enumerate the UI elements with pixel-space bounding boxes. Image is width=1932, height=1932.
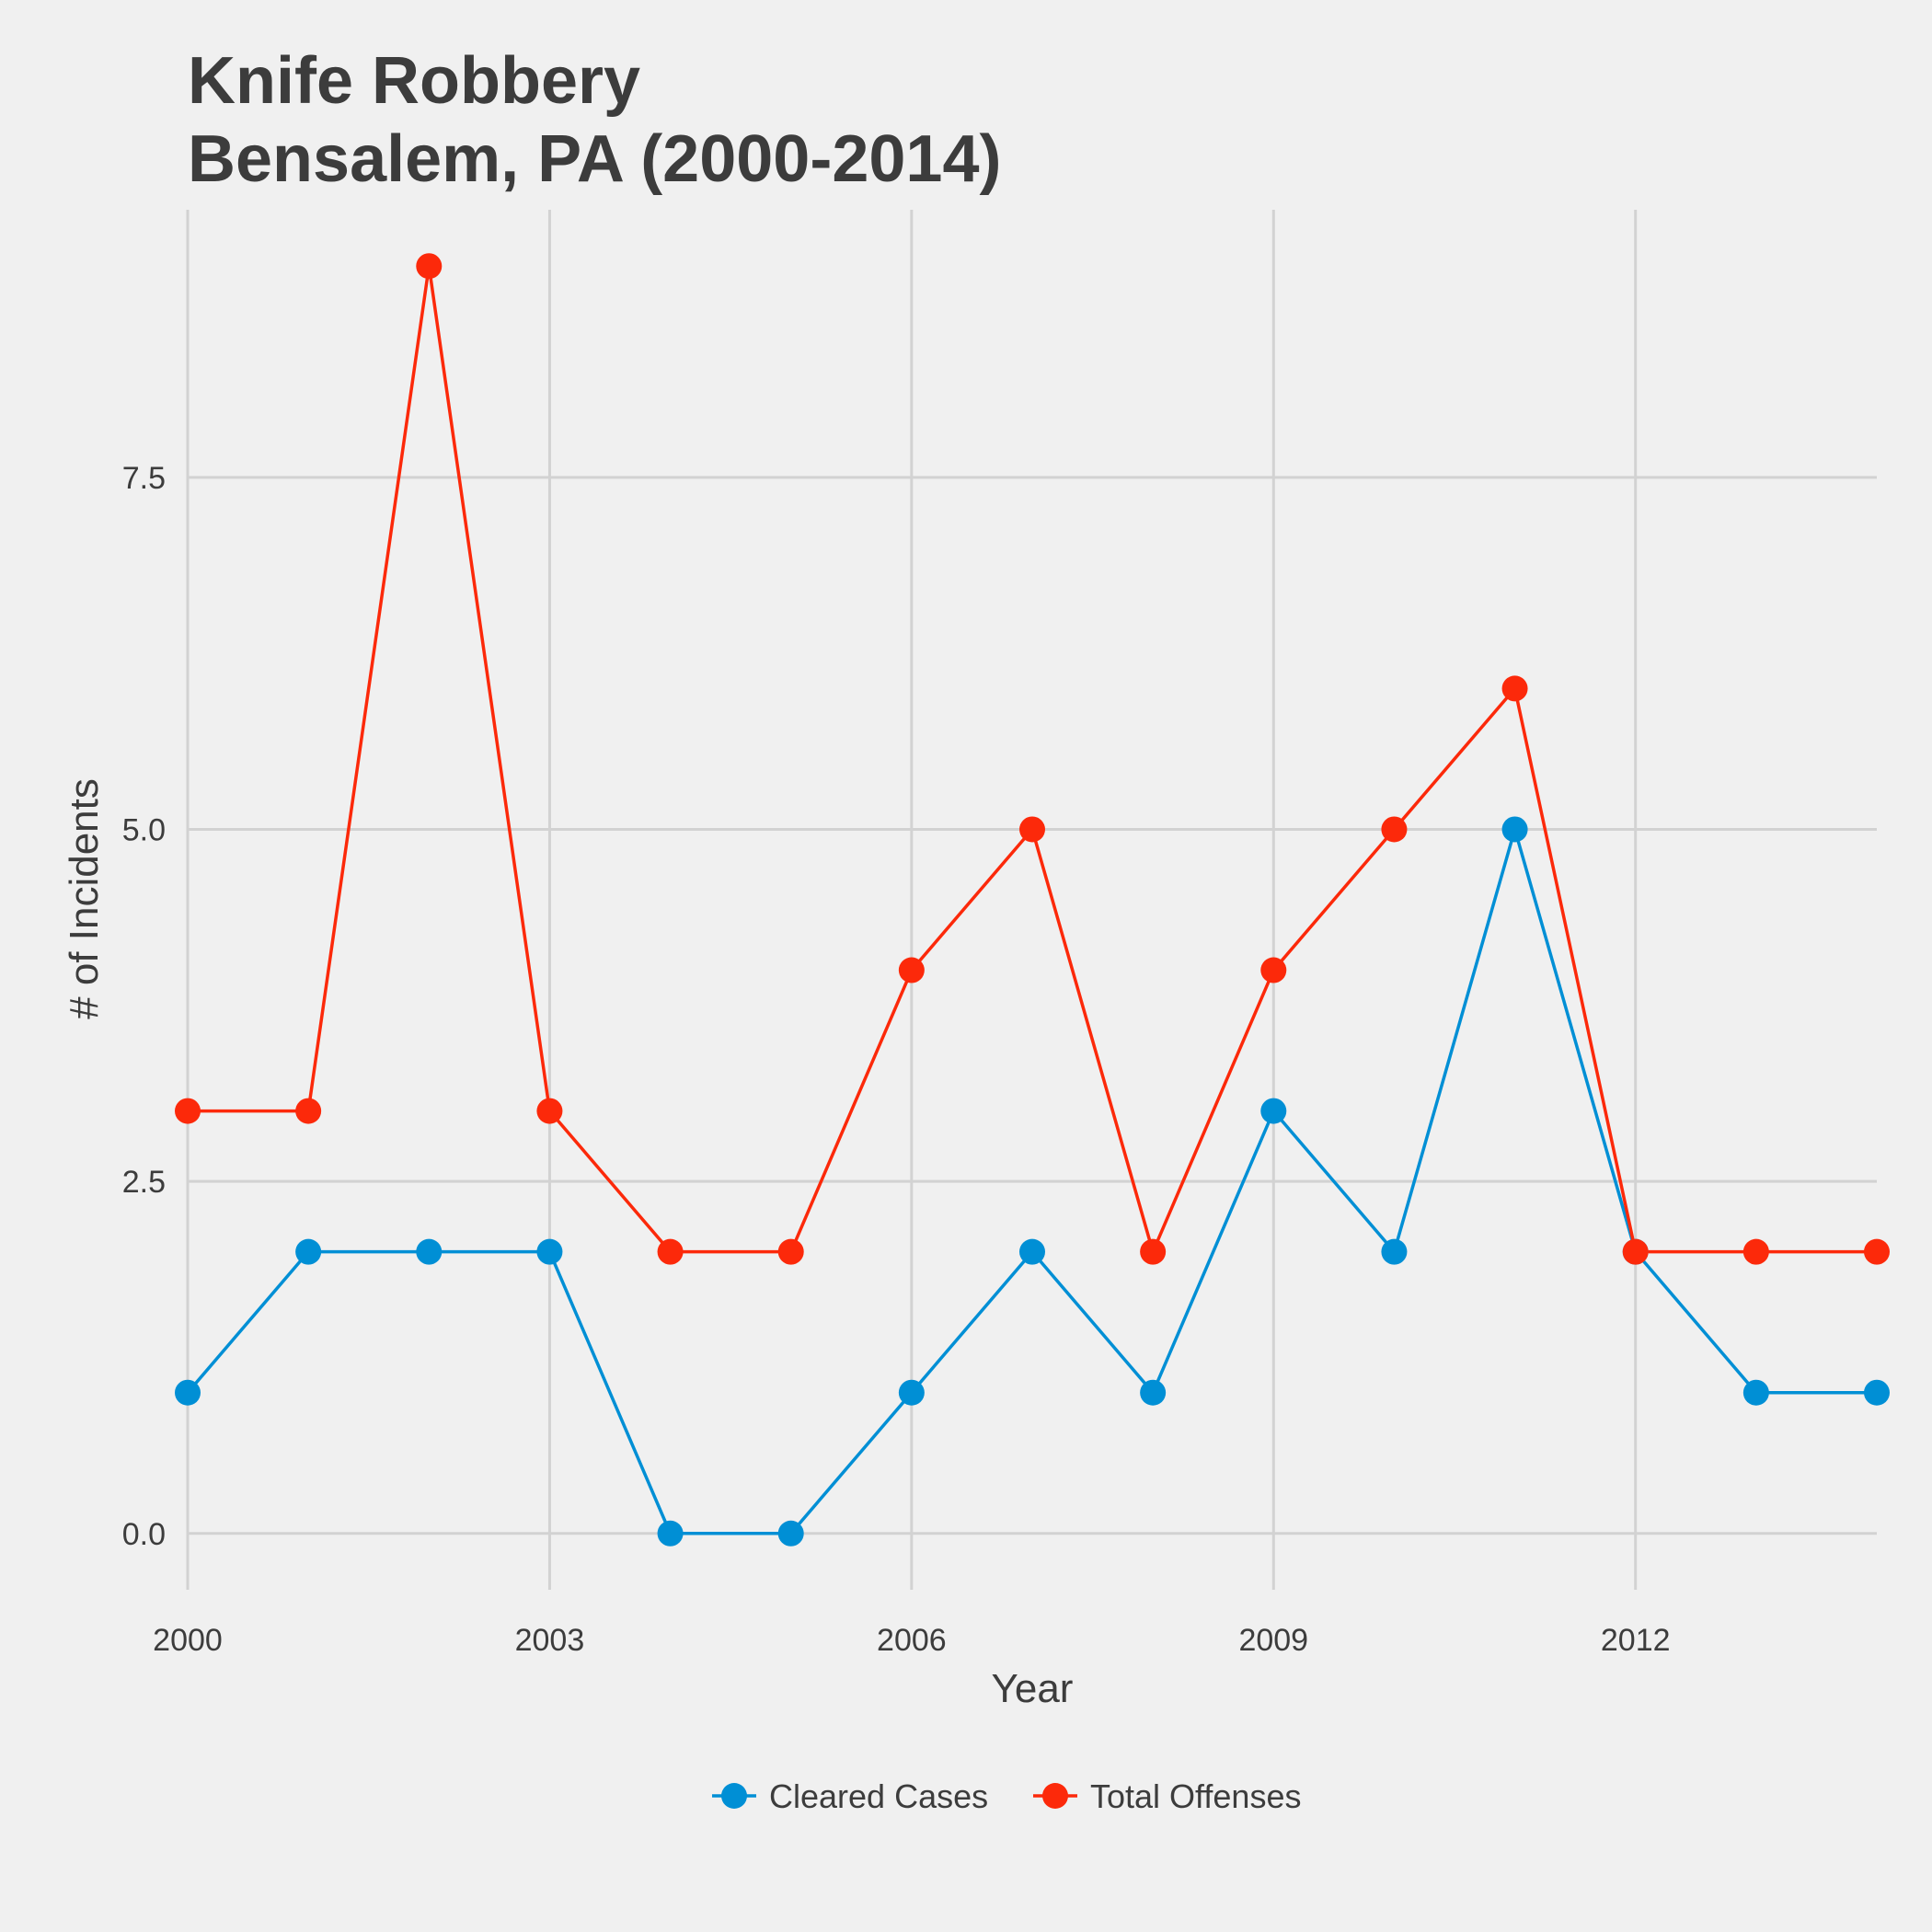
x-tick-label: 2012 [1601,1623,1671,1658]
data-point-cleared-cases [175,1379,201,1406]
data-point-total-offenses [295,1098,322,1124]
data-point-cleared-cases [416,1238,443,1265]
data-point-cleared-cases [1381,1238,1408,1265]
data-point-total-offenses [657,1238,684,1265]
data-point-total-offenses [175,1098,201,1124]
legend-label: Cleared Cases [769,1777,988,1815]
data-point-total-offenses [1622,1238,1649,1265]
data-point-total-offenses [1742,1238,1769,1265]
data-point-total-offenses [536,1098,563,1124]
y-tick-label: 0.0 [122,1517,166,1552]
y-axis-tick-labels: 0.0 2.5 5.0 7.5 [122,461,166,1552]
data-point-cleared-cases [1742,1379,1769,1406]
chart-title: Knife Robbery Bensalem, PA (2000-2014) [188,44,1001,196]
legend-label: Total Offenses [1090,1777,1301,1815]
y-axis-title: # of Incidents [62,778,107,1019]
x-gridlines [186,210,1638,1590]
x-axis-tick-labels: 2000 2003 2006 2009 2012 [153,1623,1670,1658]
series-points [175,253,1890,1547]
x-tick-label: 2009 [1238,1623,1308,1658]
data-point-cleared-cases [1864,1379,1890,1406]
data-point-cleared-cases [1019,1238,1045,1265]
data-point-cleared-cases [1140,1379,1167,1406]
data-point-total-offenses [416,253,443,280]
legend: Cleared Cases Total Offenses [712,1777,1301,1815]
data-point-total-offenses [1140,1238,1167,1265]
legend-item-total-offenses: Total Offenses [1033,1777,1301,1815]
data-point-total-offenses [898,957,925,983]
chart-title-line-1: Knife Robbery [188,44,640,118]
data-point-cleared-cases [657,1520,684,1547]
data-point-total-offenses [777,1238,804,1265]
x-tick-label: 2006 [877,1623,947,1658]
data-point-total-offenses [1501,675,1528,702]
legend-key-marker [721,1783,747,1809]
data-point-cleared-cases [777,1520,804,1547]
data-point-cleared-cases [536,1238,563,1265]
y-tick-label: 5.0 [122,812,166,847]
x-tick-label: 2003 [515,1623,585,1658]
y-tick-label: 2.5 [122,1165,166,1200]
chart-title-line-2: Bensalem, PA (2000-2014) [188,122,1001,196]
data-point-total-offenses [1864,1238,1890,1265]
data-point-cleared-cases [898,1379,925,1406]
data-point-total-offenses [1381,816,1408,843]
y-tick-label: 7.5 [122,461,166,496]
data-point-cleared-cases [1501,816,1528,843]
legend-item-cleared-cases: Cleared Cases [712,1777,988,1815]
data-point-total-offenses [1260,957,1287,983]
data-point-total-offenses [1019,816,1045,843]
data-point-cleared-cases [1260,1098,1287,1124]
legend-key-marker [1042,1783,1068,1809]
x-tick-label: 2000 [153,1623,223,1658]
x-axis-title: Year [992,1666,1074,1711]
data-point-cleared-cases [295,1238,322,1265]
